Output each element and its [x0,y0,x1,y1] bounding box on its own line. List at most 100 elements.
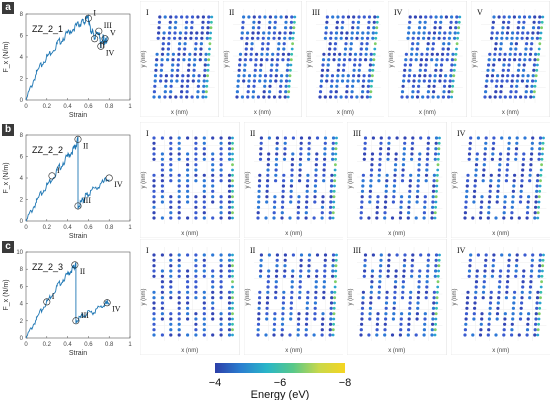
atom [436,95,441,99]
atom [399,205,403,209]
atom [416,306,420,310]
atom [379,264,383,268]
atom [169,15,173,19]
atom [410,264,414,268]
atom [423,322,427,326]
edge-atom [290,52,293,56]
atom [530,136,534,140]
atom [227,333,232,337]
snapshot-label: II [229,8,235,17]
atom [328,200,332,204]
atom [487,317,491,321]
atom [497,285,501,289]
atom [403,258,407,262]
atom [176,68,180,72]
atom [318,90,322,94]
atom [186,184,190,188]
atom [528,280,532,284]
atom [258,264,262,268]
atom [520,290,524,294]
atom [201,95,205,99]
atom [219,195,223,199]
edge-atom [331,211,335,215]
atom [297,179,301,183]
atom [537,20,541,24]
atom [341,68,345,72]
snapshot-label: IV [394,8,403,17]
atom [194,269,198,273]
atom [378,152,382,156]
atom [359,211,363,215]
atom [522,68,526,72]
atom [426,258,430,262]
snapshot-x-label: x (nm) [492,231,509,237]
atom [424,179,428,183]
atom-lattice [317,15,379,99]
atom [386,269,390,273]
atom [252,15,256,19]
atom [400,179,405,183]
atom [525,36,529,40]
snapshot-4: IVx (nm)y (nm) [450,122,550,238]
atom [248,58,253,62]
atom [160,274,164,278]
atom [478,333,482,337]
edge-atom [231,136,234,140]
atom [496,179,500,183]
edge-atom [538,301,541,305]
atom [363,264,367,268]
x-tick-label: 0.8 [105,104,114,110]
atom [417,157,422,161]
x-tick-label: 1 [128,225,132,231]
atom [506,68,511,72]
atom [425,163,429,167]
atom [219,152,223,156]
atom [422,36,426,40]
atom [152,141,156,145]
atom [211,152,215,156]
atom [410,47,415,51]
atom [426,269,430,273]
atom [152,333,156,337]
atom [449,20,454,24]
atom [488,184,492,188]
atom [227,253,232,257]
atom [492,15,496,19]
atom [472,184,477,188]
snapshot-y-label: y (nm) [452,172,458,189]
atom [323,258,327,262]
edge-atom [434,195,438,199]
atom [531,79,535,83]
atom [169,179,173,183]
atom [521,269,525,273]
atom [432,179,436,183]
atom [392,306,396,310]
atom [359,333,363,337]
atom [194,195,198,199]
atom [484,253,488,257]
atom [505,285,509,289]
atom [497,163,501,167]
atom [408,301,412,305]
atom [472,195,476,199]
atom [298,152,302,156]
atom [241,15,245,19]
atom [194,312,198,316]
atom [326,63,330,67]
atom [333,95,337,99]
atom [324,20,329,24]
edge-atom [231,216,234,220]
atom [330,147,335,151]
atom [219,136,223,140]
atom [350,84,354,88]
atom [472,306,476,310]
atom [523,15,527,19]
atom [491,264,495,268]
atom [305,301,309,305]
atom [296,195,301,199]
atom [285,74,289,78]
atom [484,136,488,140]
atom [169,173,173,177]
atom [348,52,352,56]
